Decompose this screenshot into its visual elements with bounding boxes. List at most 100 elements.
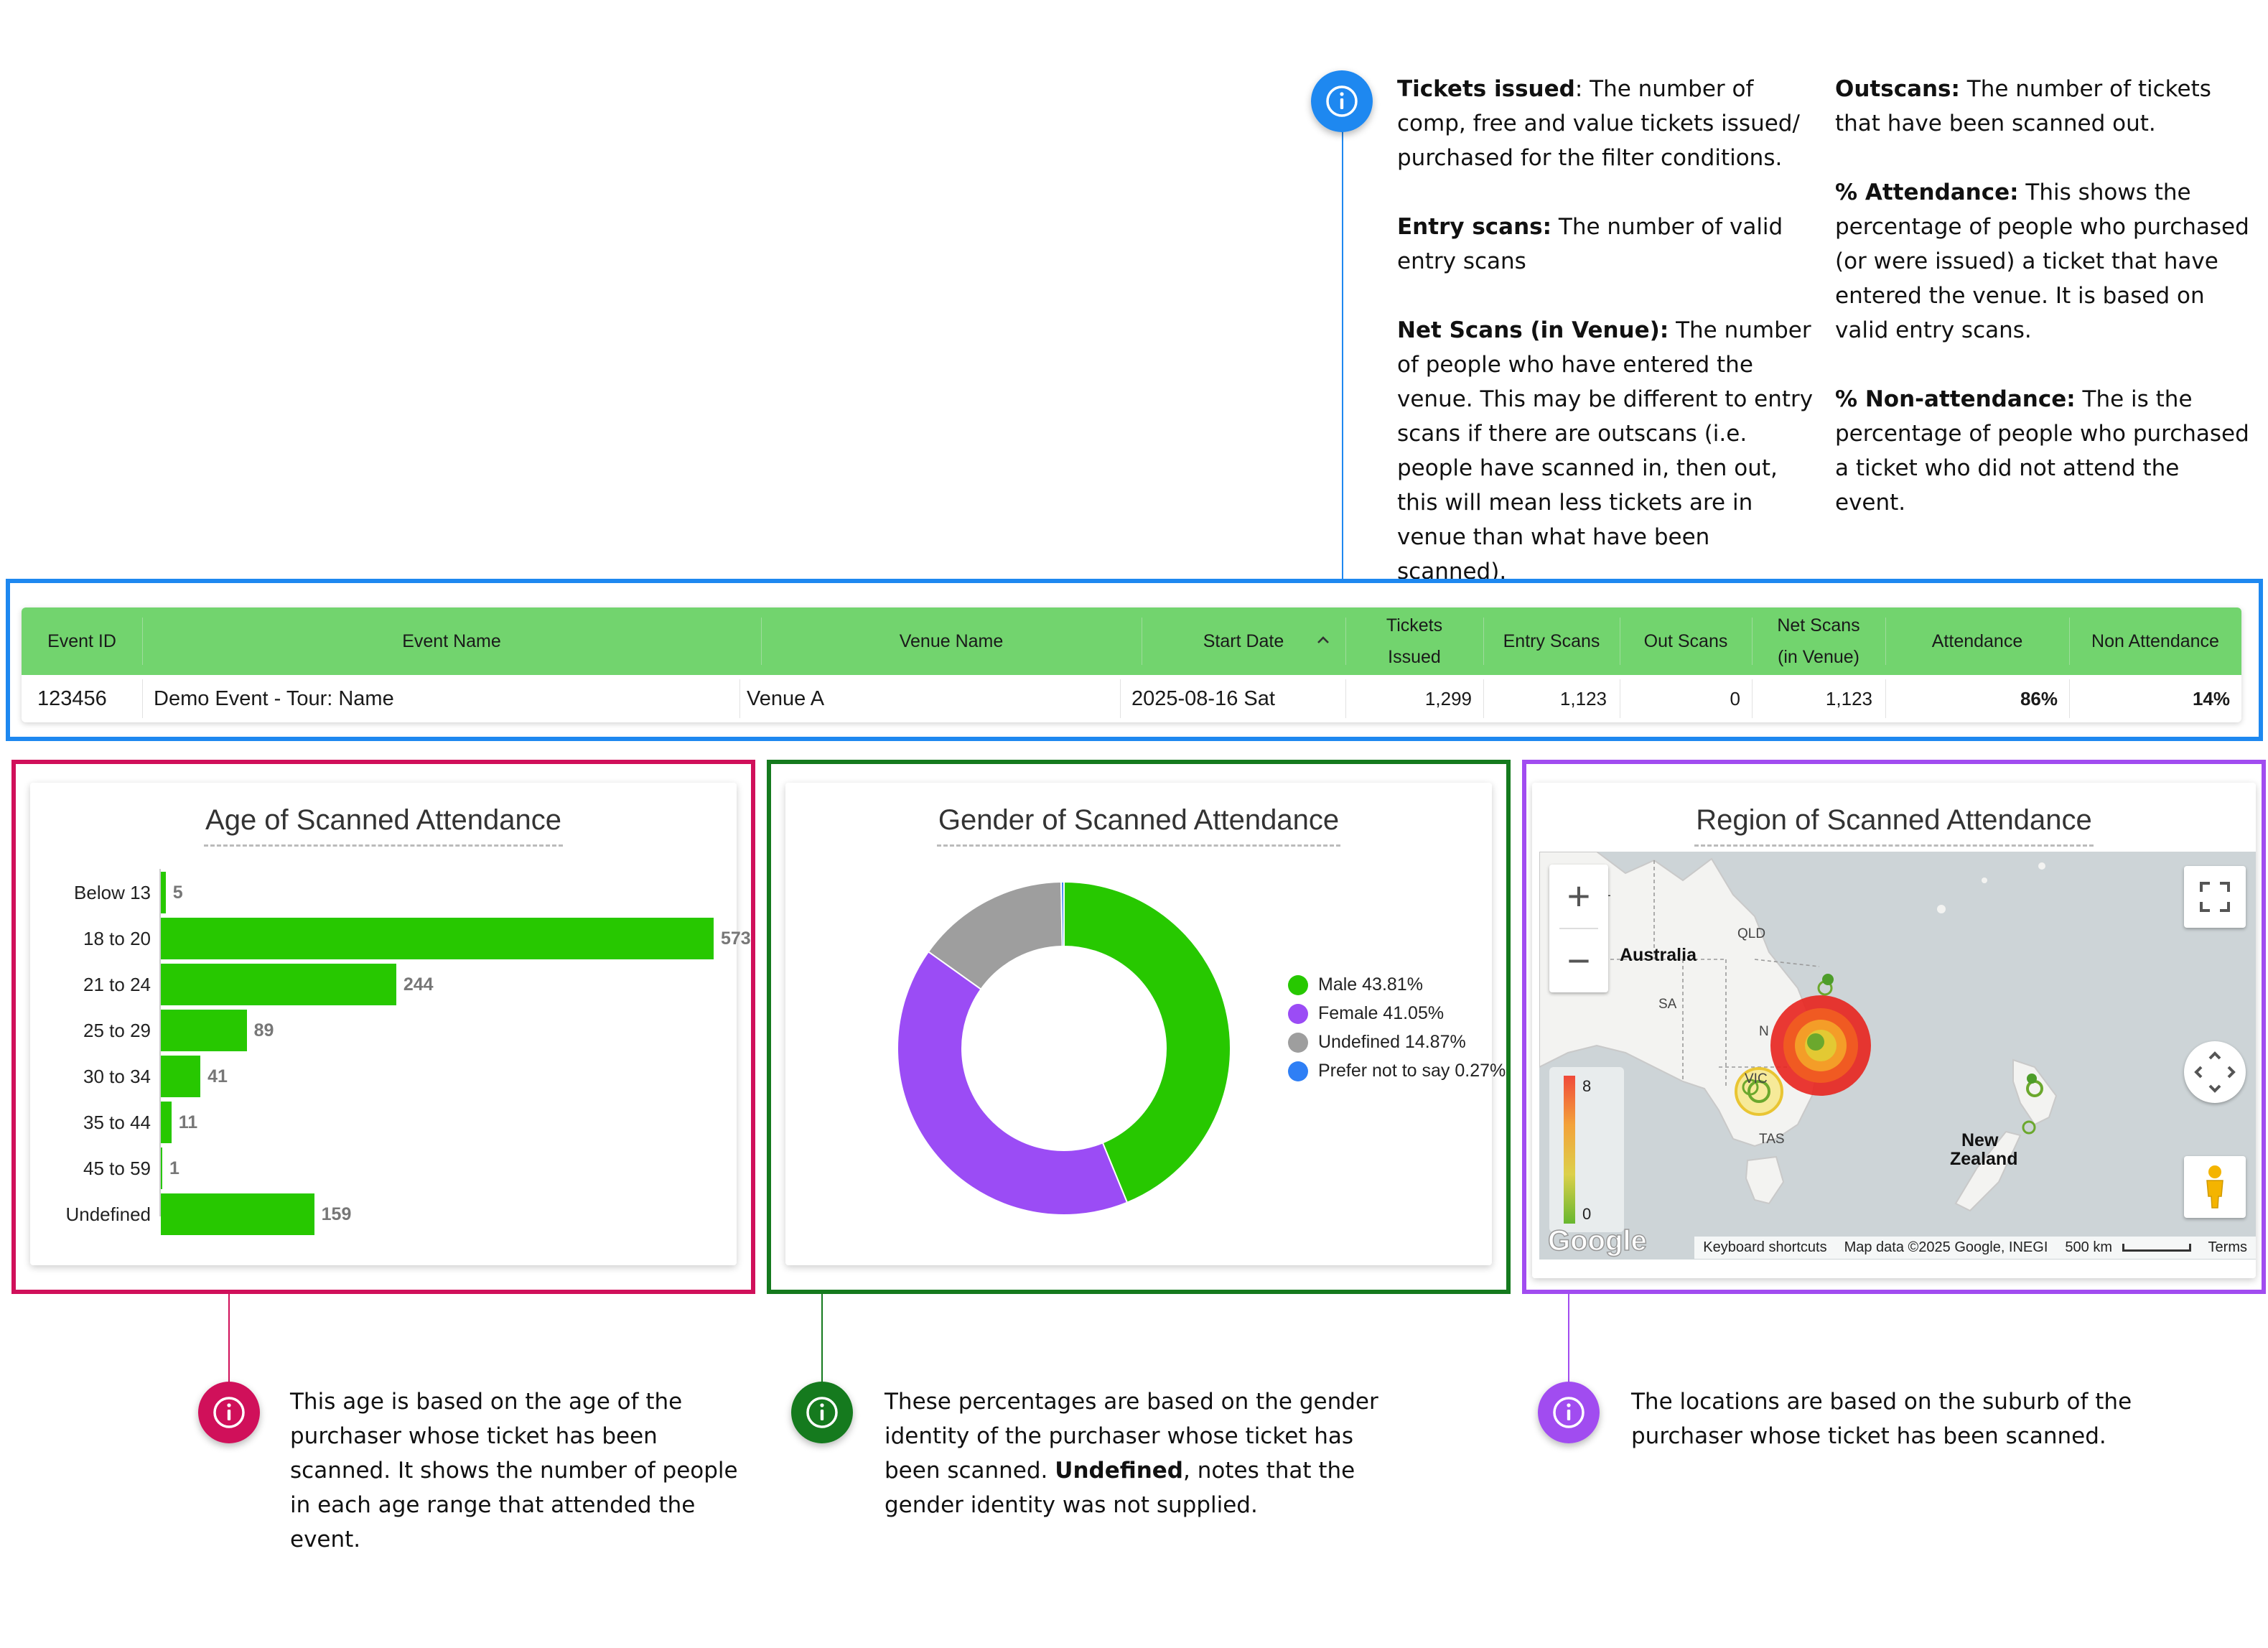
region-map[interactable]: NT QLD Australia SA N VIC TAS New Zealan… xyxy=(1539,852,2256,1260)
age-bar[interactable] xyxy=(161,1010,247,1051)
age-bar-label: 30 to 34 xyxy=(83,1066,151,1087)
col-tickets-issued[interactable]: Tickets Issued xyxy=(1345,607,1483,675)
map-data-text: Map data ©2025 Google, INEGI xyxy=(1835,1236,2057,1259)
legend-label: Female 41.05% xyxy=(1318,1003,1445,1023)
header-divider xyxy=(2069,618,2070,665)
donut-slice-prefer-not-to-say[interactable] xyxy=(1060,880,1065,948)
sort-up-icon[interactable] xyxy=(1312,629,1334,651)
terms-link[interactable]: Terms xyxy=(2199,1236,2256,1259)
legend-swatch xyxy=(1288,1004,1308,1024)
age-highlight-frame xyxy=(11,760,755,1294)
age-bar[interactable] xyxy=(161,1147,162,1189)
age-bar[interactable] xyxy=(161,964,396,1005)
age-axis-line xyxy=(159,869,161,1216)
col-event-id[interactable]: Event ID xyxy=(47,631,116,651)
age-bar-label: Undefined xyxy=(65,1204,151,1225)
age-bar[interactable] xyxy=(161,1193,314,1235)
age-note: This age is based on the age of the purc… xyxy=(290,1389,738,1552)
age-bar-value: 5 xyxy=(172,883,183,903)
zoom-control: + − xyxy=(1549,865,1608,992)
col-entry-scans[interactable]: Entry Scans xyxy=(1503,631,1600,651)
row-divider xyxy=(142,679,143,718)
gender-note: These percentages are based on the gende… xyxy=(885,1389,1378,1518)
legend-item[interactable]: Male 43.81% xyxy=(1288,972,1512,997)
google-logo: Google xyxy=(1547,1224,1647,1257)
map-scale[interactable]: 500 km xyxy=(2056,1236,2200,1259)
legend-item[interactable]: Undefined 14.87% xyxy=(1288,1030,1512,1054)
row-divider xyxy=(1120,679,1121,718)
region-map-title: Region of Scanned Attendance xyxy=(1532,804,2256,847)
age-bar-label: 21 to 24 xyxy=(83,974,151,995)
map-label-nz-1: New xyxy=(1961,1130,1999,1150)
keyboard-shortcuts-link[interactable]: Keyboard shortcuts xyxy=(1694,1236,1836,1259)
col-out-scans[interactable]: Out Scans xyxy=(1643,631,1728,651)
age-bar[interactable] xyxy=(161,918,714,959)
metrics-notes-left: Tickets issued: The number of comp, free… xyxy=(1397,76,1814,585)
start-date-label: Start Date xyxy=(1203,631,1284,651)
cell-out-scans: 0 xyxy=(1730,687,1740,709)
row-divider xyxy=(1752,679,1753,718)
age-bar-label: 25 to 29 xyxy=(83,1020,151,1041)
map-attribution: Keyboard shortcuts Map data ©2025 Google… xyxy=(1539,1235,2256,1260)
col-start-date[interactable]: Start Date xyxy=(1142,607,1345,675)
cell-event-name: Demo Event - Tour: Name xyxy=(154,686,394,710)
age-bar[interactable] xyxy=(161,1102,172,1143)
age-bar[interactable] xyxy=(161,872,166,913)
row-divider xyxy=(1483,679,1484,718)
gender-highlight-frame xyxy=(767,760,1511,1294)
pan-control-icon[interactable] xyxy=(2184,1041,2246,1103)
age-bar-value: 1 xyxy=(169,1158,179,1178)
legend-swatch xyxy=(1288,1061,1308,1081)
heat-scale-max: 8 xyxy=(1582,1077,1592,1095)
donut-slice-male[interactable] xyxy=(1063,880,1231,1204)
gender-chart-title: Gender of Scanned Attendance xyxy=(785,804,1492,847)
cell-entry-scans: 1,123 xyxy=(1559,687,1607,709)
legend-swatch xyxy=(1288,1033,1308,1053)
zoom-out-icon[interactable]: − xyxy=(1567,938,1591,983)
map-scale-bar xyxy=(2122,1243,2191,1252)
zoom-in-icon[interactable]: + xyxy=(1567,873,1591,918)
legend-label: Undefined 14.87% xyxy=(1318,1032,1466,1052)
cell-start-date: 2025-08-16 Sat xyxy=(1131,686,1275,710)
cell-net-scans: 1,123 xyxy=(1825,687,1872,709)
pegman-icon[interactable] xyxy=(2184,1156,2246,1218)
header-divider xyxy=(142,618,143,665)
cell-tickets-issued: 1,299 xyxy=(1424,687,1472,709)
map-label-qld: QLD xyxy=(1737,926,1766,941)
legend-label: Prefer not to say 0.27% xyxy=(1318,1061,1506,1081)
map-label-tas: TAS xyxy=(1759,1132,1785,1147)
legend-item[interactable]: Prefer not to say 0.27% xyxy=(1288,1058,1512,1083)
col-net-scans[interactable]: Net Scans (in Venue) xyxy=(1752,607,1885,675)
gender-legend: Male 43.81% Female 41.05% Undefined 14.87%… xyxy=(1288,972,1512,1087)
age-chart-title: Age of Scanned Attendance xyxy=(30,804,737,847)
col-non-attendance[interactable]: Non Attendance xyxy=(2091,631,2219,651)
region-highlight-frame xyxy=(1522,760,2266,1294)
header-divider xyxy=(1885,618,1886,665)
age-chart-card: Age of Scanned Attendance Below 13 5 18 to… xyxy=(30,783,751,1265)
table-header: Event ID Event Name Venue Name Start Dat… xyxy=(22,607,2241,675)
age-bar[interactable] xyxy=(161,1056,201,1097)
header-divider xyxy=(1483,618,1484,665)
col-attendance[interactable]: Attendance xyxy=(1931,631,2023,651)
donut-slice-female[interactable] xyxy=(897,950,1129,1216)
fullscreen-icon[interactable] xyxy=(2184,866,2246,928)
age-bar-value: 41 xyxy=(207,1066,228,1086)
legend-item[interactable]: Female 41.05% xyxy=(1288,1001,1512,1025)
row-divider xyxy=(739,679,740,718)
net-scans-label-1: Net Scans xyxy=(1777,615,1860,636)
age-bar-chart: Below 13 5 18 to 20 573 21 to 24 244 25 to 29 8… xyxy=(30,783,751,1265)
cell-event-id: 123456 xyxy=(37,686,107,710)
map-label-australia: Australia xyxy=(1620,945,1697,965)
callout-line-region xyxy=(1568,1294,1569,1389)
col-venue-name[interactable]: Venue Name xyxy=(899,631,1004,651)
age-bar-label: 45 to 59 xyxy=(83,1158,151,1179)
gender-donut-chart xyxy=(897,880,1231,1216)
callout-line-table xyxy=(1342,122,1343,579)
age-bar-value: 11 xyxy=(178,1112,198,1132)
metrics-notes-right: Outscans: The number of tickets that hav… xyxy=(1835,76,2249,516)
row-divider xyxy=(1885,679,1886,718)
col-event-name[interactable]: Event Name xyxy=(402,631,501,651)
map-scale-label: 500 km xyxy=(2065,1239,2112,1255)
table-row[interactable]: 123456 Demo Event - Tour: Name Venue A 2… xyxy=(22,675,2241,722)
cell-attendance: 86% xyxy=(2020,687,2058,709)
